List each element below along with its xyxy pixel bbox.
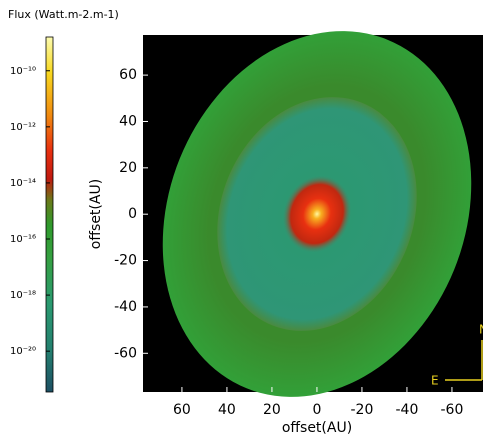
x-axis-label: offset(AU): [282, 420, 352, 436]
y-tick-label: -60: [114, 345, 137, 361]
compass-north: N: [479, 323, 483, 337]
y-axis-label: offset(AU): [88, 179, 104, 249]
disk-image: [162, 31, 472, 397]
colorbar-tick-label: 10⁻¹²: [10, 122, 36, 133]
colorbar-tick-label: 10⁻¹⁴: [10, 178, 36, 189]
colorbar-tick-label: 10⁻¹⁰: [10, 66, 36, 77]
colorbar-tick-label: 10⁻¹⁸: [10, 290, 36, 301]
x-tick-label: -60: [441, 402, 464, 418]
x-tick-label: 60: [173, 402, 191, 418]
compass: [445, 340, 483, 381]
colorbar-tick-label: 10⁻¹⁶: [10, 234, 36, 245]
x-tick-label: 0: [312, 402, 321, 418]
colorbar-label: Flux (Watt.m-2.m-1): [8, 8, 119, 21]
y-tick-label: 20: [119, 160, 137, 176]
compass-east: E: [431, 374, 439, 388]
x-tick-label: -40: [396, 402, 419, 418]
colorbar: [45, 36, 54, 393]
x-tick-label: 20: [263, 402, 281, 418]
y-tick-label: -20: [114, 253, 137, 269]
y-tick-label: 0: [128, 206, 137, 222]
x-tick-label: -20: [351, 402, 374, 418]
y-tick-label: 40: [119, 113, 137, 129]
colorbar-tick-label: 10⁻²⁰: [10, 346, 36, 357]
y-tick-label: 60: [119, 67, 137, 83]
x-tick-label: 40: [218, 402, 236, 418]
y-tick-label: -40: [114, 299, 137, 315]
